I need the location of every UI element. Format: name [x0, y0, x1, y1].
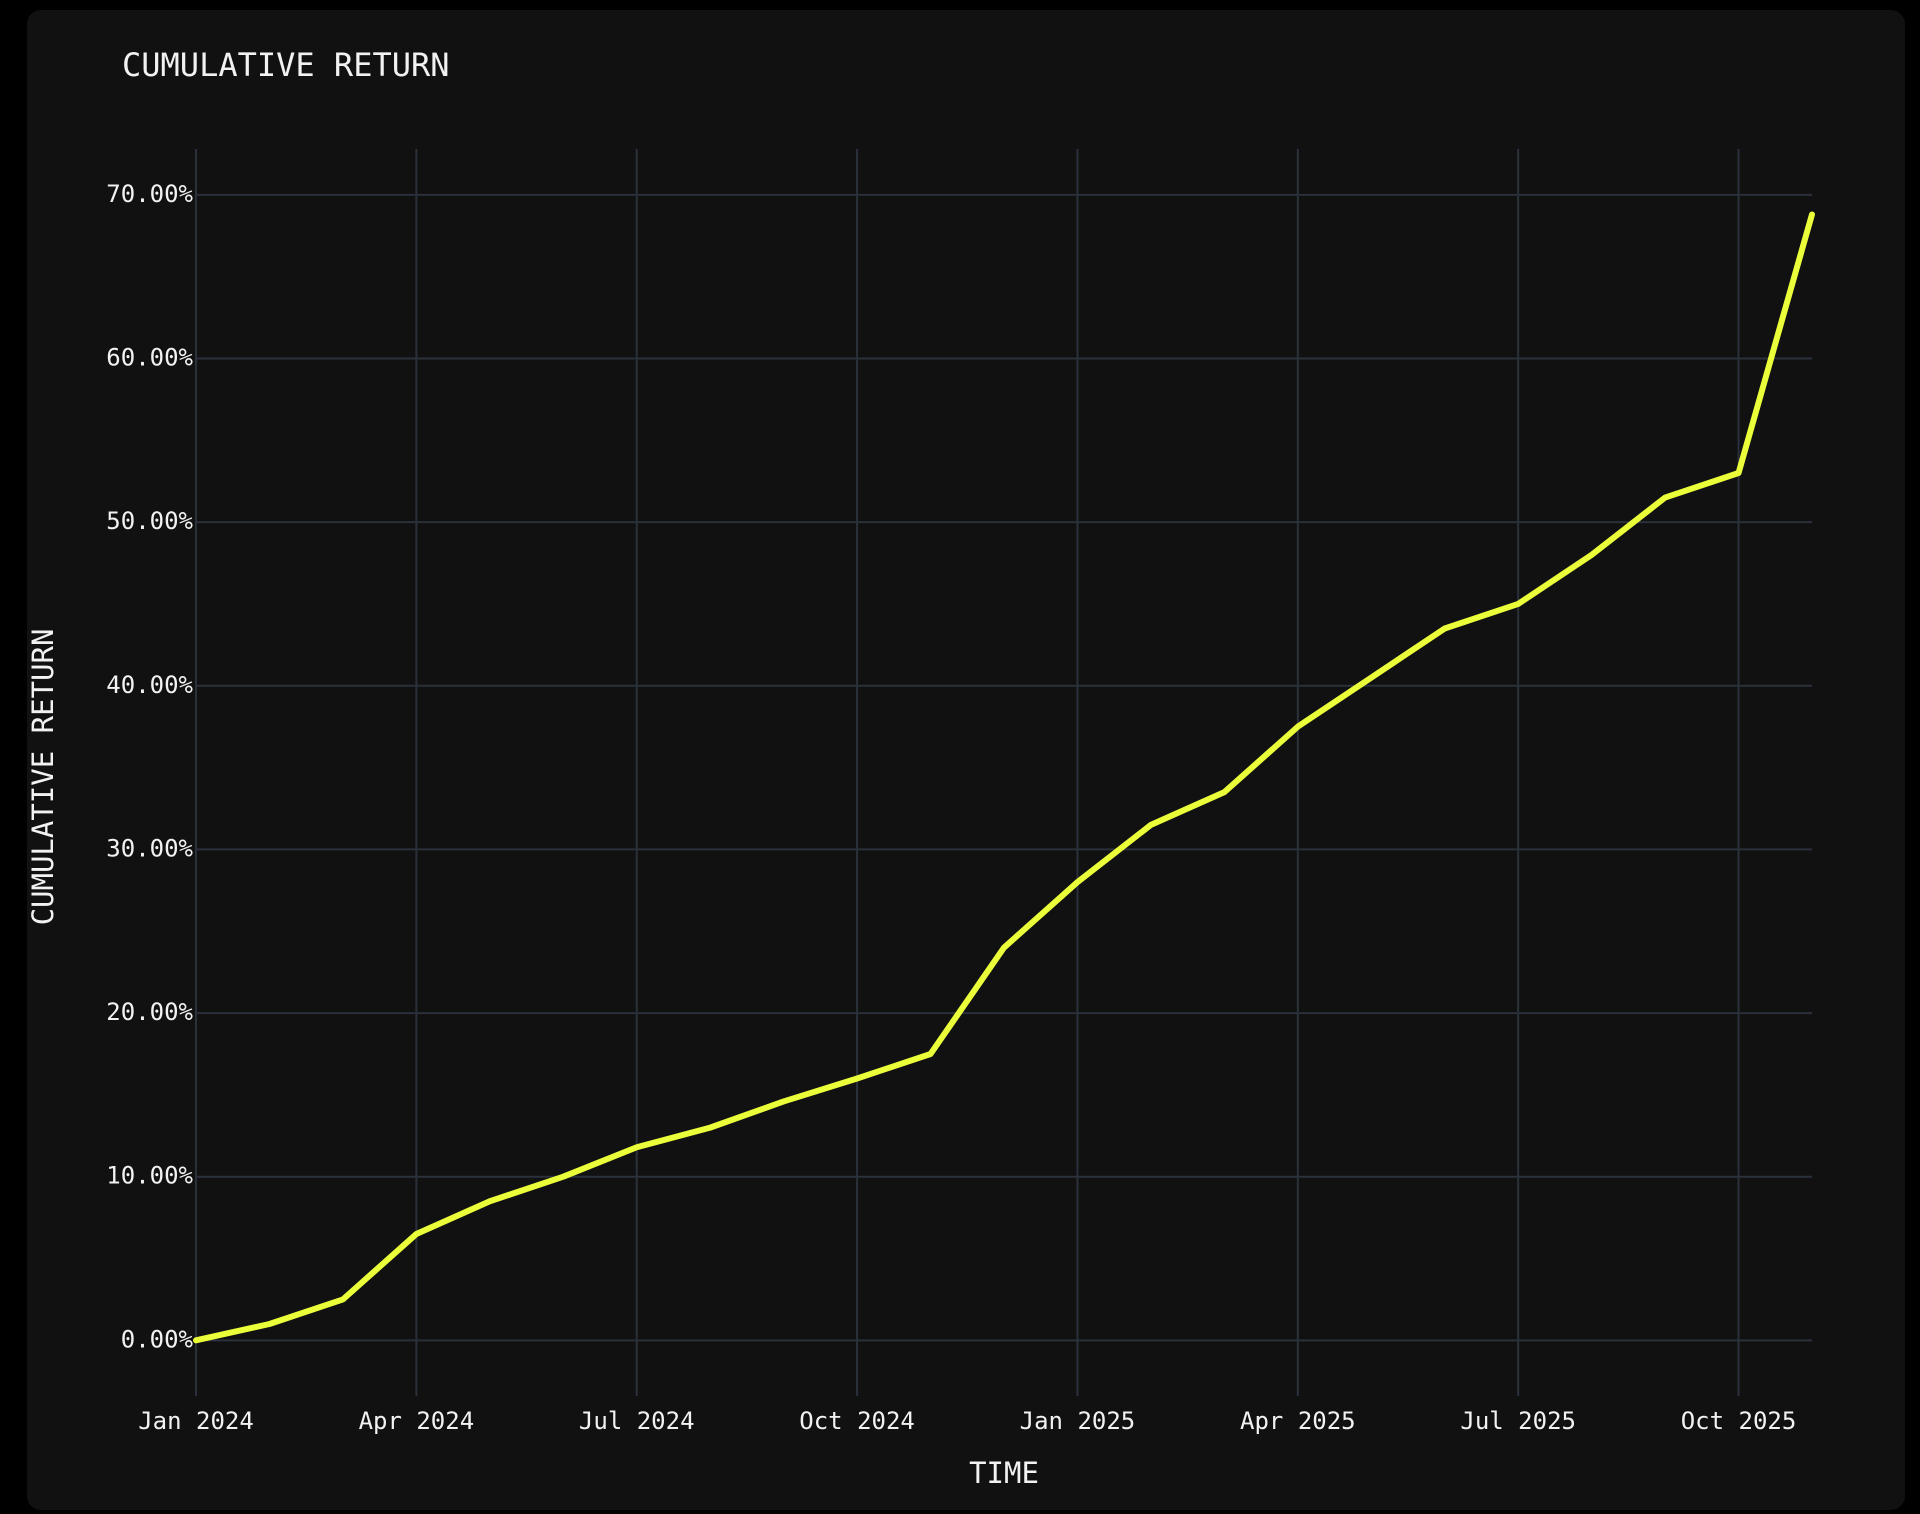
x-tick-label: Apr 2025 — [1240, 1407, 1356, 1435]
x-tick-label: Oct 2024 — [799, 1407, 915, 1435]
y-tick-label: 0.00% — [121, 1325, 194, 1353]
y-tick-label: 20.00% — [106, 998, 193, 1026]
panel — [27, 10, 1905, 1510]
x-tick-label: Jul 2024 — [579, 1407, 695, 1435]
y-tick-label: 70.00% — [106, 180, 193, 208]
x-tick-label: Oct 2025 — [1681, 1407, 1797, 1435]
x-tick-label: Apr 2024 — [359, 1407, 475, 1435]
chart-title: CUMULATIVE RETURN — [122, 46, 450, 84]
y-axis-label: CUMULATIVE RETURN — [26, 629, 60, 926]
y-tick-label: 60.00% — [106, 343, 193, 371]
line — [193, 211, 1815, 1344]
y-tick-label: 30.00% — [106, 834, 193, 862]
x-axis-label: TIME — [969, 1456, 1039, 1490]
y-tick-label: 50.00% — [106, 507, 193, 535]
y-tick-label: 10.00% — [106, 1162, 193, 1190]
x-tick-label: Jan 2025 — [1020, 1407, 1136, 1435]
y-tick-label: 40.00% — [106, 671, 193, 699]
x-tick-label: Jan 2024 — [138, 1407, 254, 1435]
x-tick-label: Jul 2025 — [1460, 1407, 1576, 1435]
